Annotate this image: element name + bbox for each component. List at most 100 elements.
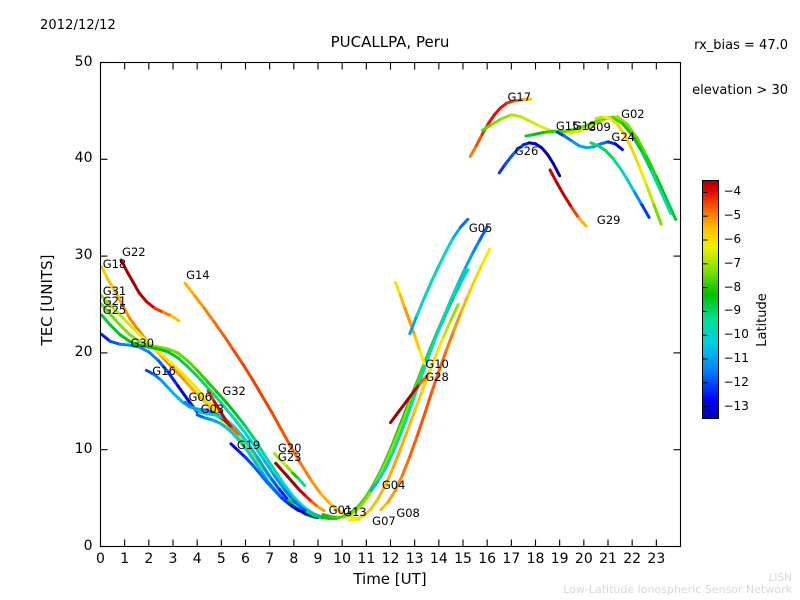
- watermark-acronym: LISN: [768, 572, 792, 584]
- colorbar-tick-label: −11: [723, 351, 749, 365]
- x-tick-label: 9: [313, 550, 323, 567]
- colorbar-tick-label: −7: [723, 255, 742, 270]
- satellite-label: G31: [102, 283, 127, 298]
- data-series: [100, 313, 315, 518]
- data-series: [389, 374, 429, 425]
- satellite-label: G30: [130, 336, 155, 351]
- data-series: [548, 168, 588, 228]
- x-tick-label: 19: [550, 550, 569, 567]
- x-tick-label: 15: [454, 550, 472, 567]
- colorbar-tick-label: −6: [723, 232, 742, 246]
- x-tick-label: 5: [216, 550, 226, 567]
- colorbar-tick-label: −12: [723, 374, 749, 389]
- plot-frame: [99, 61, 682, 548]
- data-series: [468, 97, 533, 158]
- data-series: [524, 116, 673, 216]
- satellite-label: G12: [572, 119, 597, 134]
- satellite-label: G23: [277, 450, 302, 465]
- x-tick-label: 3: [168, 550, 178, 567]
- satellite-label: G08: [396, 505, 420, 520]
- satellite-label: G20: [277, 440, 302, 455]
- x-tick-label: 11: [357, 550, 376, 567]
- data-series: [589, 141, 651, 219]
- data-series: [229, 442, 320, 519]
- date-stamp: 2012/12/12: [40, 18, 116, 33]
- data-series: [206, 389, 240, 436]
- rx-bias-text: rx_bias = 47.0: [694, 38, 788, 53]
- y-tick-label: 30: [74, 247, 93, 264]
- satellite-label: G05: [468, 220, 493, 235]
- y-tick-label: 0: [83, 537, 93, 554]
- x-tick-label: 18: [526, 550, 545, 567]
- y-tick-label: 40: [74, 150, 93, 167]
- x-axis-title: Time [UT]: [353, 570, 427, 588]
- satellite-label: G16: [152, 364, 176, 379]
- parameters-note: rx_bias = 47.0 elevation > 30: [692, 8, 788, 128]
- data-series: [497, 141, 562, 178]
- x-tick-label: 2: [144, 550, 154, 567]
- data-series: [274, 461, 326, 513]
- satellite-label: G13: [343, 504, 367, 519]
- satellite-label: G07: [372, 514, 396, 529]
- satellite-label: G32: [222, 383, 246, 398]
- satellite-label: G09: [587, 120, 611, 135]
- x-tick-label: 6: [241, 550, 250, 567]
- y-tick-label: 10: [74, 440, 93, 457]
- x-tick-label: 1: [120, 550, 130, 567]
- satellite-label: G01: [328, 502, 353, 517]
- data-series: [594, 115, 663, 226]
- x-tick-label: 16: [478, 550, 497, 567]
- satellite-label: G22: [122, 245, 146, 260]
- satellite-label: G10: [425, 357, 449, 372]
- colorbar-tick-label: −10: [723, 327, 749, 342]
- satellite-label: G25: [102, 303, 127, 318]
- colorbar-tick-label: −5: [723, 208, 742, 223]
- y-tick-label: 50: [74, 53, 93, 70]
- watermark-fullname: Low-Latitude Ionospheric Sensor Network: [563, 583, 792, 596]
- x-tick-label: 12: [381, 550, 400, 567]
- data-series: [119, 258, 181, 323]
- watermark: LISN Low-Latitude Ionospheric Sensor Net…: [563, 572, 792, 596]
- x-tick-label: 14: [429, 550, 448, 567]
- satellite-label: G02: [621, 106, 645, 121]
- x-tick-label: 0: [96, 550, 105, 567]
- satellite-label: G06: [188, 390, 213, 405]
- satellite-label: G18: [102, 256, 127, 271]
- data-series: [379, 247, 492, 512]
- satellite-label: G29: [596, 213, 621, 228]
- satellite-label: G03: [200, 401, 225, 416]
- page-title: PUCALLPA, Peru: [330, 33, 450, 51]
- elevation-mask-text: elevation > 30: [692, 83, 788, 98]
- data-series-layer: [100, 97, 678, 522]
- x-tick-label: 7: [265, 550, 275, 567]
- satellite-label: G15: [555, 119, 580, 134]
- x-tick-label: 20: [574, 550, 593, 567]
- colorbar-tick-label: −4: [723, 184, 742, 199]
- x-tick-label: 8: [289, 550, 299, 567]
- satellite-label: G21: [102, 293, 127, 308]
- satellite-label: G17: [507, 90, 532, 105]
- satellite-label: G28: [425, 370, 449, 385]
- satellite-label: G19: [236, 437, 261, 452]
- satellite-label: G26: [514, 144, 539, 159]
- x-tick-label: 10: [333, 550, 352, 567]
- satellite-label: G04: [381, 478, 406, 493]
- x-tick-label: 21: [599, 550, 617, 567]
- colorbar-tick-label: −8: [723, 279, 742, 294]
- data-series: [273, 452, 307, 488]
- y-tick-label: 20: [74, 343, 93, 360]
- x-tick-label: 17: [502, 550, 521, 567]
- colorbar-ticks: [702, 191, 708, 408]
- satellite-label: G14: [186, 268, 210, 283]
- data-series: [393, 280, 426, 366]
- x-tick-label: 4: [192, 550, 202, 567]
- data-series: [347, 303, 460, 522]
- x-tick-label: 13: [405, 550, 424, 567]
- x-tick-label: 23: [647, 550, 666, 567]
- colorbar-tick-label: −13: [723, 398, 749, 413]
- x-tick-label: 22: [623, 550, 642, 567]
- data-series: [183, 281, 361, 521]
- satellite-label: G24: [611, 129, 635, 144]
